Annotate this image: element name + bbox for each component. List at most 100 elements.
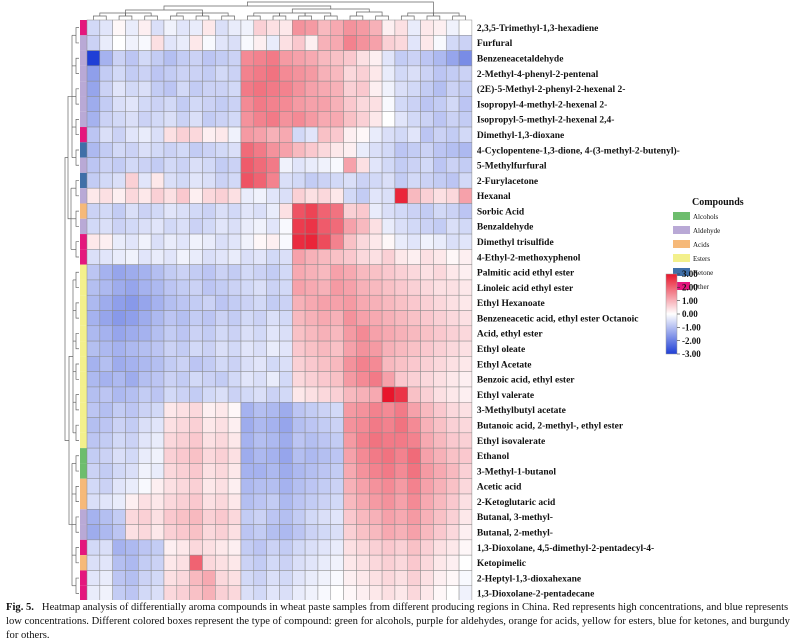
heatmap-cell [86,187,101,204]
heatmap-cell [99,402,113,418]
heatmap-cell [253,35,267,51]
row-label: Dimethyl-1,3-dioxane [477,131,564,141]
heatmap-cell [445,203,460,220]
heatmap-cell [163,126,178,143]
heatmap-cell [394,80,409,97]
heatmap-cell [330,310,344,327]
heatmap-cell [394,356,409,372]
heatmap-cell [317,187,332,204]
heatmap-cell [330,356,344,372]
heatmap-cell [292,570,306,586]
heatmap-cell [292,432,306,449]
heatmap-cell [99,249,113,265]
heatmap-cell [445,554,460,571]
heatmap-cell [381,96,396,112]
heatmap-cell [369,218,383,235]
heatmap-cell [138,279,152,296]
heatmap-cell [304,478,319,495]
heatmap-cell [343,80,357,97]
heatmap-cell [356,172,370,189]
heatmap-cell [176,432,190,449]
heatmap-cell [394,554,409,571]
heatmap-cell [189,126,203,143]
heatmap-cell [445,126,460,143]
heatmap-cell [394,142,409,158]
heatmap-cell [125,264,139,281]
heatmap-cell [125,340,139,357]
heatmap-cell [369,80,383,97]
heatmap-cell [240,386,255,403]
heatmap-cell [279,203,293,220]
heatmap-cell [292,554,306,571]
heatmap-cell [86,478,101,495]
heatmap-cell [420,585,434,600]
heatmap-cell [125,172,139,189]
category-swatch [80,341,87,357]
heatmap-cell [202,187,216,204]
heatmap-cell [202,310,216,327]
heatmap-cell [356,279,370,296]
heatmap-cell [317,157,332,174]
dendrogram-branch [75,516,79,533]
heatmap-cell [163,447,178,464]
heatmap-cell [138,294,152,311]
heatmap-cell [99,447,113,464]
heatmap-cell [99,417,113,434]
heatmap-cell [292,402,306,418]
heatmap-cell [227,218,242,235]
heatmap-cell [163,570,178,586]
heatmap-cell [381,402,396,418]
heatmap-cell [356,294,370,311]
heatmap-cell [433,585,447,600]
heatmap-cell [343,111,357,128]
heatmap-cell [394,157,409,174]
legend-label: Acids [693,241,710,249]
heatmap-cell [215,172,229,189]
heatmap-cell [407,35,421,51]
heatmap-cell [163,340,178,357]
category-swatch [80,371,87,387]
heatmap-cell [266,340,280,357]
heatmap-cell [86,570,101,586]
dendrogram-branch [75,119,79,136]
heatmap-cell [227,447,242,464]
heatmap-cell [458,340,473,357]
heatmap-cell [150,233,165,250]
heatmap-cell [150,126,165,143]
category-swatch [80,188,87,204]
heatmap-cell [420,233,434,250]
heatmap-cell [176,50,190,67]
heatmap-cell [240,570,255,586]
heatmap-cell [369,356,383,372]
heatmap-cell [381,203,396,220]
heatmap-cell [240,585,255,600]
heatmap-cell [343,187,357,204]
heatmap-cell [343,325,357,342]
heatmap-cell [125,157,139,174]
heatmap-cell [317,325,332,342]
heatmap-cell [112,279,126,296]
heatmap-cell [240,65,255,82]
heatmap-cell [304,463,319,479]
heatmap-cell [215,294,229,311]
heatmap-cell [343,554,357,571]
heatmap-cell [227,417,242,434]
heatmap-cell [369,386,383,403]
heatmap-cell [407,432,421,449]
heatmap-cell [343,294,357,311]
dendrogram-branch [375,15,389,20]
heatmap-cell [150,356,165,372]
heatmap-cell [240,356,255,372]
heatmap-cell [433,371,447,388]
heatmap-cell [292,524,306,541]
heatmap-cell [176,447,190,464]
heatmap-cell [202,111,216,128]
heatmap-cell [330,264,344,281]
legend-title: Compounds [692,197,744,208]
heatmap-cell [112,264,126,281]
heatmap-cell [227,478,242,495]
heatmap-cell [86,386,101,403]
heatmap-cell [394,126,409,143]
heatmap-cell [279,417,293,434]
heatmap-cell [304,539,319,556]
